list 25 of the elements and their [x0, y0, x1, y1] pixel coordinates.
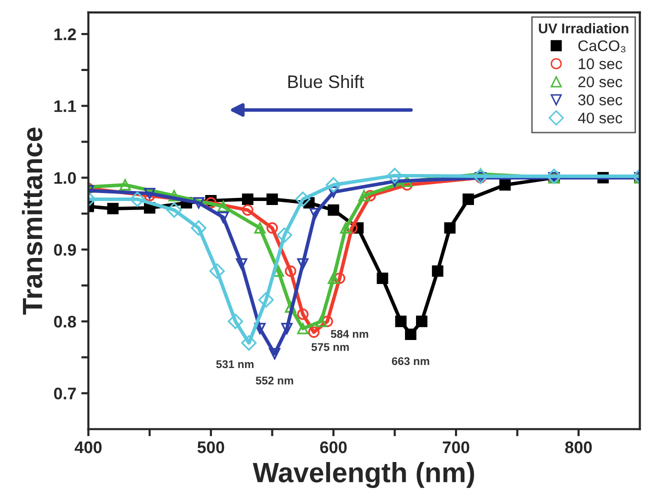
legend-label: 40 sec	[578, 112, 622, 124]
legend-label: CaCO₃	[578, 40, 626, 52]
y-tick-label: 1.1	[54, 100, 76, 112]
x-tick-label: 600	[320, 441, 347, 454]
x-axis-title: Wavelength (nm)	[252, 462, 474, 488]
y-axis-title: Transmittance	[22, 128, 42, 315]
x-tick-label: 500	[198, 441, 224, 454]
y-tick-label: 1.0	[54, 172, 76, 184]
legend-title: UV Irradiation	[538, 23, 628, 34]
annotation: 575 nm	[312, 343, 349, 351]
x-tick-label: 400	[74, 441, 102, 454]
annotation: 584 nm	[330, 330, 368, 338]
y-tick-label: 0.8	[54, 316, 76, 328]
annotation: Blue Shift	[288, 74, 364, 88]
x-tick-label: 700	[442, 441, 470, 454]
y-tick-label: 0.9	[54, 244, 76, 256]
y-tick-label: 1.2	[54, 28, 76, 40]
legend-label: 30 sec	[578, 94, 622, 106]
annotation: 531 nm	[216, 360, 254, 368]
legend-label: 20 sec	[578, 76, 622, 88]
annotation: 552 nm	[256, 376, 294, 384]
y-tick-label: 0.7	[54, 388, 76, 400]
annotation: 663 nm	[392, 357, 430, 366]
x-tick-label: 800	[565, 441, 592, 454]
legend-label: 10 sec	[578, 58, 622, 70]
